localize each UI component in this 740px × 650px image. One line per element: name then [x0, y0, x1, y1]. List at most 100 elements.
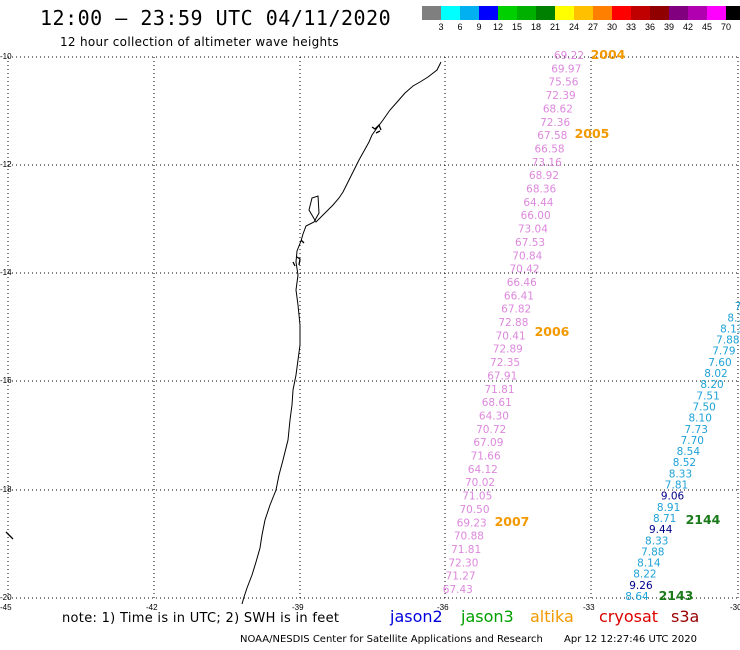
footer-credit: NOAA/NESDIS Center for Satellite Applica…: [240, 634, 543, 645]
swh-value: 8.02: [704, 368, 727, 380]
swh-value: 7.88: [641, 546, 664, 558]
legend-label: 9: [476, 22, 482, 32]
swh-value: 67.58: [537, 130, 567, 142]
swh-value: 7.81: [665, 480, 688, 492]
swh-value: 8.1: [727, 312, 740, 324]
satellite-s3a: s3a: [671, 607, 700, 626]
swh-value: 71.81: [451, 544, 481, 556]
legend-label: 33: [625, 22, 637, 32]
legend-label: 36: [644, 22, 656, 32]
legend-swatch: [422, 6, 441, 20]
satellite-jason3: jason3: [461, 607, 514, 626]
lat-tick-label: -18: [0, 485, 12, 494]
swh-value: 8.14: [637, 558, 661, 570]
legend-swatch: [707, 6, 726, 20]
coastline: [241, 61, 442, 605]
legend-swatch: [498, 6, 517, 20]
jason3-track: 8.649.268.228.147.888.339.448.718.919.06…: [625, 301, 740, 603]
swh-value: 7.60: [708, 357, 731, 369]
swh-value: 67.09: [473, 437, 503, 449]
swh-value: 7.70: [681, 435, 704, 447]
lon-tick-label: -39: [292, 603, 304, 612]
legend-swatch: [536, 6, 555, 20]
lat-tick-label: -20: [0, 593, 12, 602]
swh-value: 9.26: [629, 580, 653, 592]
swh-value: 8.52: [673, 457, 696, 469]
satellite-altika: altika: [530, 607, 574, 626]
swh-value: 64.44: [523, 197, 553, 209]
swh-value: 72.89: [493, 344, 523, 356]
swh-value: 9.44: [649, 524, 673, 536]
swh-value: 8.22: [633, 569, 656, 581]
pass-time-label: 2144: [686, 512, 721, 527]
lat-tick-label: -16: [0, 376, 12, 385]
swh-value: 70.50: [459, 504, 489, 516]
swh-value: 66.46: [507, 277, 537, 289]
legend-label: 18: [530, 22, 542, 32]
legend-swatch: [631, 6, 650, 20]
swh-value: 67.43: [443, 584, 473, 596]
swh-value: 66.41: [504, 290, 534, 302]
legend-swatch: [650, 6, 669, 20]
swh-value: 8.64: [625, 591, 649, 603]
swh-value: 7.: [735, 301, 740, 313]
lat-tick-label: -10: [0, 52, 12, 61]
legend-label: 30: [606, 22, 618, 32]
swh-value: 70.88: [454, 531, 484, 543]
pass-time-label: 2005: [575, 126, 610, 141]
swh-value: 8.33: [669, 468, 692, 480]
swh-value: 68.62: [543, 103, 573, 115]
legend-label: 45: [701, 22, 713, 32]
legend-swatch: [726, 6, 740, 20]
swh-value: 66.00: [521, 210, 551, 222]
legend-swatch: [612, 6, 631, 20]
legend-swatch: [479, 6, 498, 20]
lat-lon-grid: [7, 56, 739, 599]
swh-value: 71.27: [446, 571, 476, 583]
legend-swatch: [688, 6, 707, 20]
legend-label: 6: [457, 22, 463, 32]
swh-value: 70.02: [465, 477, 495, 489]
pass-time-label: 2143: [659, 588, 694, 603]
swh-value: 8.20: [700, 379, 723, 391]
lon-tick-label: -36: [437, 603, 449, 612]
swh-value: 72.30: [448, 557, 478, 569]
swh-value: 70.42: [509, 264, 539, 276]
swh-value: 68.61: [482, 397, 512, 409]
footer: NOAA/NESDIS Center for Satellite Applica…: [240, 634, 697, 645]
swh-value: 72.88: [498, 317, 528, 329]
lon-tick-label: -45: [0, 603, 12, 612]
swh-value: 73.04: [518, 224, 548, 236]
swh-value: 67.53: [515, 237, 545, 249]
lon-tick-label: -33: [583, 603, 595, 612]
satellite-cryosat: cryosat: [599, 607, 659, 626]
swh-value: 7.79: [712, 346, 735, 358]
lon-tick-label: -42: [146, 603, 158, 612]
swh-value: 68.36: [526, 184, 556, 196]
swh-value: 8.33: [645, 535, 668, 547]
map-title: 12:00 – 23:59 UTC 04/11/2020: [40, 6, 392, 30]
lat-tick-label: -12: [0, 160, 12, 169]
swh-value: 8.54: [677, 446, 701, 458]
swh-value: 7.73: [685, 424, 708, 436]
swh-value: 8.91: [657, 502, 680, 514]
legend-swatch: [517, 6, 536, 20]
legend-swatches: [422, 6, 740, 20]
note-text: note: 1) Time is in UTC; 2) SWH is in fe…: [62, 611, 340, 626]
swh-value: 73.16: [532, 157, 562, 169]
swh-value: 64.30: [479, 410, 509, 422]
swh-value: 70.84: [512, 250, 542, 262]
swh-value: 8.10: [689, 413, 712, 425]
legend-swatch: [574, 6, 593, 20]
satellite-jason2: jason2: [390, 607, 443, 626]
swh-value: 72.36: [540, 117, 570, 129]
legend-label: 39: [663, 22, 675, 32]
swh-value: 66.58: [535, 143, 565, 155]
swh-value: 67.82: [501, 304, 531, 316]
swh-value: 8.13: [720, 323, 740, 335]
swh-value: 71.81: [484, 384, 514, 396]
pass-time-label: 2007: [495, 514, 530, 529]
swh-value: 7.51: [696, 390, 719, 402]
